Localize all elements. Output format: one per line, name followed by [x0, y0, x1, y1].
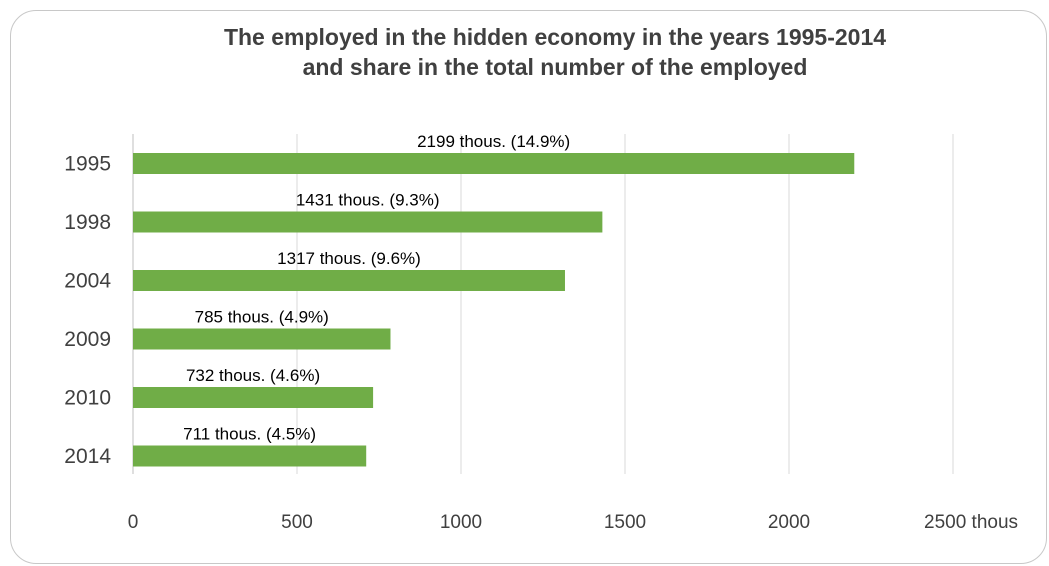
x-tick-label: 2500 thous [924, 512, 1018, 533]
category-label: 2014 [64, 445, 111, 468]
chart-title: The employed in the hidden economy in th… [0, 22, 1049, 82]
data-label: 1317 thous. (9.6%) [277, 249, 421, 268]
bar [133, 270, 565, 291]
category-label: 2009 [64, 328, 111, 351]
x-tick-label: 1500 [604, 512, 646, 533]
data-label: 732 thous. (4.6%) [186, 366, 320, 385]
data-label: 2199 thous. (14.9%) [417, 132, 570, 151]
bar [133, 328, 391, 350]
x-tick-label: 0 [128, 512, 139, 533]
category-label: 1995 [64, 153, 111, 176]
category-label: 1998 [64, 211, 111, 234]
x-tick-label: 500 [281, 512, 313, 533]
bar [133, 211, 603, 233]
data-label: 1431 thous. (9.3%) [296, 191, 440, 210]
chart-title-line-1: The employed in the hidden economy in th… [223, 24, 887, 50]
data-label: 785 thous. (4.9%) [195, 308, 329, 327]
bar [133, 387, 374, 408]
x-tick-label: 1000 [440, 512, 482, 533]
bar [133, 153, 855, 174]
x-tick-label: 2000 [768, 512, 810, 533]
chart-title-line-2: and share in the total number of the emp… [302, 54, 808, 80]
category-label: 2010 [64, 387, 111, 410]
category-label: 2004 [64, 270, 111, 293]
bar [133, 445, 367, 467]
data-label: 711 thous. (4.5%) [183, 425, 316, 444]
